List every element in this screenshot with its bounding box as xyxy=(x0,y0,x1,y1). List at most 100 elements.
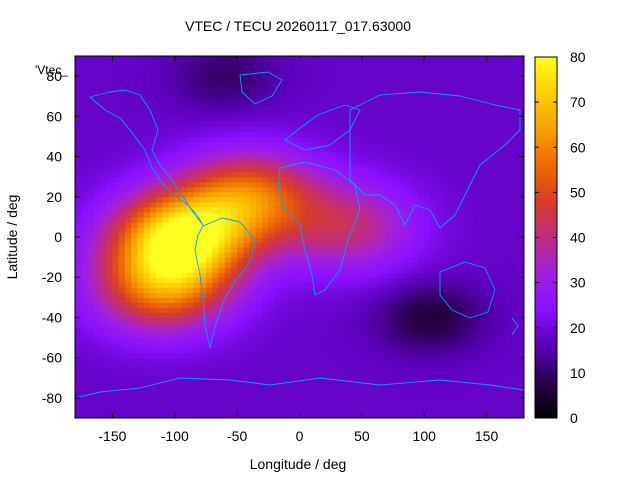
heatmap-cell xyxy=(181,216,188,223)
heatmap-cell xyxy=(324,196,332,203)
heatmap-cell xyxy=(212,126,220,133)
heatmap-cell xyxy=(280,181,288,188)
heatmap-cell xyxy=(174,221,182,228)
heatmap-cell xyxy=(442,226,450,233)
heatmap-cell xyxy=(361,101,369,107)
heatmap-cell xyxy=(174,211,182,218)
heatmap-cell xyxy=(355,307,363,314)
heatmap-cell xyxy=(480,206,488,213)
heatmap-cell xyxy=(137,91,145,97)
heatmap-cell xyxy=(75,397,82,404)
heatmap-cell xyxy=(199,106,207,112)
heatmap-cell xyxy=(417,181,425,188)
heatmap-cell xyxy=(349,382,357,389)
heatmap-cell xyxy=(287,257,294,263)
heatmap-cell xyxy=(99,231,107,238)
heatmap-cell xyxy=(361,91,369,97)
heatmap-cell xyxy=(168,352,176,359)
heatmap-cell xyxy=(405,402,413,409)
heatmap-cell xyxy=(467,181,475,188)
heatmap-cell xyxy=(355,91,363,97)
heatmap-cell xyxy=(75,231,82,238)
heatmap-cell xyxy=(424,357,432,364)
heatmap-cell xyxy=(299,317,307,324)
heatmap-cell xyxy=(442,56,450,62)
heatmap-cell xyxy=(131,141,138,148)
heatmap-cell xyxy=(255,407,263,414)
heatmap-cell xyxy=(243,332,251,339)
heatmap-cell xyxy=(168,66,176,72)
heatmap-cell xyxy=(137,161,145,168)
heatmap-cell xyxy=(486,71,494,77)
heatmap-cell xyxy=(293,352,301,359)
heatmap-cell xyxy=(455,292,463,298)
heatmap-cell xyxy=(106,66,114,72)
heatmap-cell xyxy=(181,347,188,354)
heatmap-cell xyxy=(399,96,407,102)
heatmap-cell xyxy=(299,307,307,314)
heatmap-cell xyxy=(417,302,425,308)
heatmap-cell xyxy=(499,156,506,163)
heatmap-cell xyxy=(399,292,407,298)
heatmap-cell xyxy=(268,257,276,263)
heatmap-cell xyxy=(230,402,238,409)
heatmap-cell xyxy=(424,216,432,223)
heatmap-cell xyxy=(99,61,107,67)
heatmap-cell xyxy=(417,252,425,258)
heatmap-cell xyxy=(311,252,319,258)
heatmap-cell xyxy=(411,302,419,308)
heatmap-cell xyxy=(467,161,475,168)
heatmap-cell xyxy=(268,211,276,218)
heatmap-cell xyxy=(249,277,257,283)
heatmap-cell xyxy=(237,332,244,339)
heatmap-cell xyxy=(417,247,425,253)
heatmap-cell xyxy=(199,352,207,359)
heatmap-cell xyxy=(187,287,195,293)
heatmap-cell xyxy=(249,181,257,188)
heatmap-cell xyxy=(156,101,163,107)
heatmap-cell xyxy=(243,221,251,228)
heatmap-cell xyxy=(361,221,369,228)
heatmap-cell xyxy=(380,86,388,92)
heatmap-cell xyxy=(480,66,488,72)
heatmap-cell xyxy=(461,156,469,163)
heatmap-cell xyxy=(311,66,319,72)
heatmap-cell xyxy=(287,252,294,258)
heatmap-cell xyxy=(230,76,238,82)
heatmap-cell xyxy=(449,166,457,173)
heatmap-cell xyxy=(349,216,357,223)
heatmap-cell xyxy=(75,101,82,107)
heatmap-cell xyxy=(118,307,126,314)
heatmap-cell xyxy=(243,56,251,62)
heatmap-cell xyxy=(199,322,207,329)
heatmap-cell xyxy=(230,136,238,143)
heatmap-cell xyxy=(205,377,213,384)
heatmap-cell xyxy=(393,302,400,308)
heatmap-cell xyxy=(193,56,201,62)
heatmap-cell xyxy=(430,176,438,183)
heatmap-cell xyxy=(249,151,257,158)
heatmap-cell xyxy=(355,66,363,72)
heatmap-cell xyxy=(492,237,500,243)
heatmap-cell xyxy=(424,66,432,72)
heatmap-cell xyxy=(455,362,463,369)
heatmap-cell xyxy=(467,211,475,218)
heatmap-cell xyxy=(492,76,500,82)
heatmap-cell xyxy=(349,257,357,263)
heatmap-cell xyxy=(137,136,145,143)
heatmap-cell xyxy=(380,347,388,354)
heatmap-cell xyxy=(324,377,332,384)
heatmap-cell xyxy=(411,237,419,243)
heatmap-cell xyxy=(355,397,363,404)
heatmap-cell xyxy=(81,302,89,308)
heatmap-cell xyxy=(386,126,394,133)
heatmap-cell xyxy=(368,412,375,418)
heatmap-cell xyxy=(118,191,126,198)
heatmap-cell xyxy=(492,287,500,293)
heatmap-cell xyxy=(467,91,475,97)
heatmap-cell xyxy=(243,126,251,133)
heatmap-cell xyxy=(330,342,338,349)
heatmap-cell xyxy=(374,412,382,418)
heatmap-cell xyxy=(124,176,132,183)
heatmap-cell xyxy=(287,237,294,243)
